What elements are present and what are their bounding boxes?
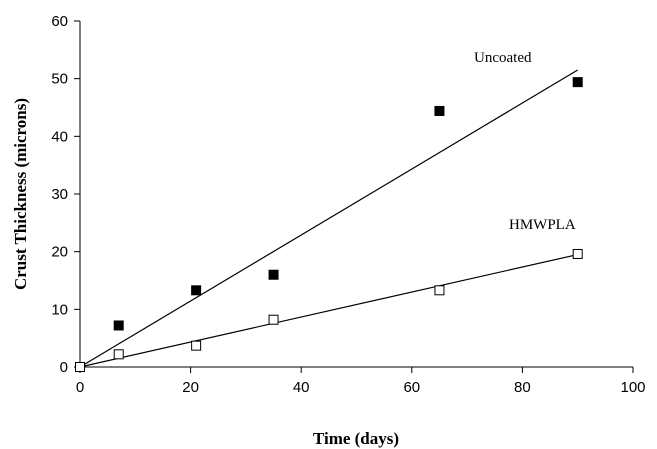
point-hmwpla: [113, 349, 124, 360]
x-axis-title: Time (days): [313, 429, 399, 448]
point-uncoated: [268, 269, 279, 280]
series-label-uncoated: Uncoated: [474, 50, 532, 66]
point-hmwpla: [434, 285, 445, 296]
trendline-hmwpla: [79, 253, 578, 368]
point-hmwpla: [572, 248, 583, 259]
y-tick-label: 0: [60, 359, 68, 376]
y-tick-label: 30: [51, 186, 68, 203]
tick-marks: [74, 20, 634, 373]
trendline-uncoated: [79, 69, 579, 368]
point-hmwpla: [75, 362, 85, 372]
x-tick-label: 60: [403, 379, 420, 396]
x-tick-label: 80: [514, 379, 531, 396]
trendlines: [79, 69, 579, 368]
series-label-hmwpla: HMWPLA: [509, 217, 576, 233]
y-axis-title: Crust Thickness (microns): [11, 98, 30, 290]
y-tick-label: 40: [51, 128, 68, 145]
point-hmwpla: [268, 314, 279, 325]
data-points: [75, 77, 583, 372]
point-hmwpla: [191, 340, 202, 351]
y-tick-label: 50: [51, 71, 68, 88]
y-tick-label: 10: [51, 301, 68, 318]
point-uncoated: [434, 105, 445, 116]
tick-labels: 0 10 20 30 40 50 60 0 20 40 60 80 100: [51, 13, 645, 396]
point-uncoated: [191, 285, 202, 296]
x-tick-label: 20: [182, 379, 199, 396]
y-tick-label: 20: [51, 244, 68, 261]
x-tick-label: 0: [76, 379, 84, 396]
y-tick-label: 60: [51, 13, 68, 30]
point-uncoated: [572, 77, 583, 88]
axes: [79, 21, 633, 368]
point-uncoated: [113, 320, 124, 331]
x-tick-label: 100: [620, 379, 645, 396]
x-tick-label: 40: [293, 379, 310, 396]
